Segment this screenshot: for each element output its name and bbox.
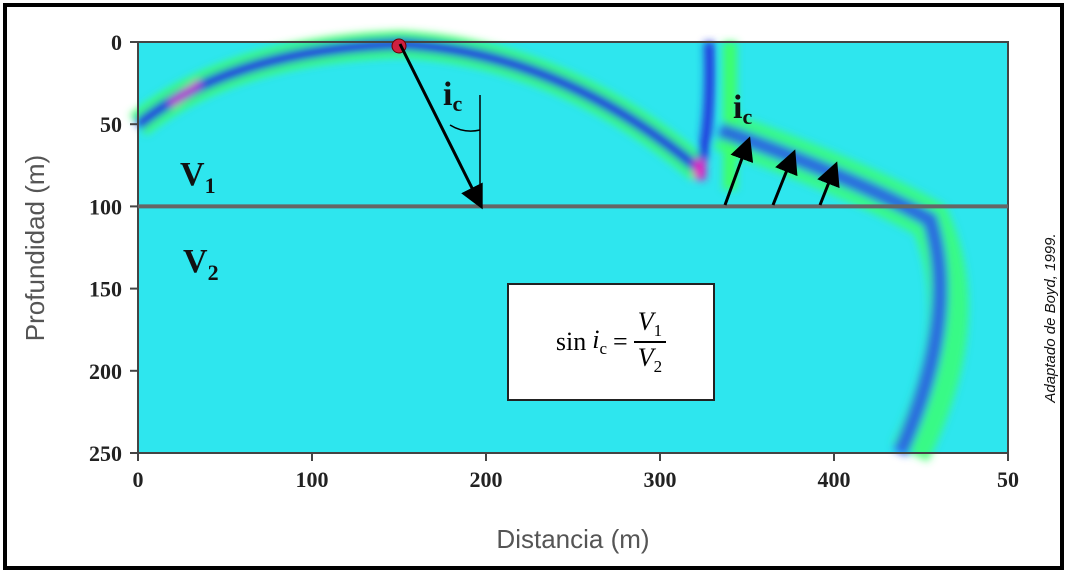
x-axis-label: Distancia (m) [496,524,649,554]
incident-ray [398,43,483,210]
angle-label: ic [733,89,752,129]
refracted-ray [817,161,840,206]
layer-2-label: V2 [183,243,219,285]
y-tick-label: 200 [89,359,122,384]
formula-eq: = [613,327,628,356]
formula-func: sin [555,327,587,356]
y-axis-label: Profundidad (m) [20,155,50,341]
subscript: c [452,91,462,116]
subscript: 1 [205,173,216,198]
denominator-sub: 2 [653,357,663,377]
subscript: 2 [208,260,219,285]
layer-1-label: V1 [180,156,216,198]
symbol: V [180,156,205,193]
frame [3,3,1064,570]
plot-border [137,41,1009,454]
denominator: V [637,343,654,372]
y-tick-label: 150 [89,277,122,302]
y-tick-label: 100 [89,194,122,219]
formula-var: i [592,324,600,354]
fraction: V1 V2 [633,306,667,377]
numerator: V [637,306,654,336]
angle-arc [449,124,481,132]
annotations: V1 V2 ic ic Distancia (m) Profundidad (m… [20,43,1059,554]
x-tick-label: 0 [133,467,144,492]
subscript: c [742,104,752,129]
y-tick-label: 250 [89,441,122,466]
x-tick-label: 200 [470,467,503,492]
credit: Adaptado de Boyd, 1999. [1042,233,1059,403]
refracted-ray [723,136,754,206]
formula-box: sin ic = V1 V2 [507,283,715,401]
y-tick-label: 0 [111,30,122,55]
x-tick-label: 400 [818,467,851,492]
symbol: V [183,243,208,280]
y-tick-label: 50 [100,112,122,137]
wavefronts [129,30,969,462]
symbol: i [443,76,452,113]
symbol: i [733,89,742,126]
x-tick-label: 100 [296,467,329,492]
formula-sub: c [599,339,608,359]
x-tick-label: 300 [644,467,677,492]
numerator-sub: 1 [653,321,663,340]
refracted-ray [771,149,798,206]
x-tick-label: 50 [997,467,1019,492]
angle-label: ic [443,76,462,116]
